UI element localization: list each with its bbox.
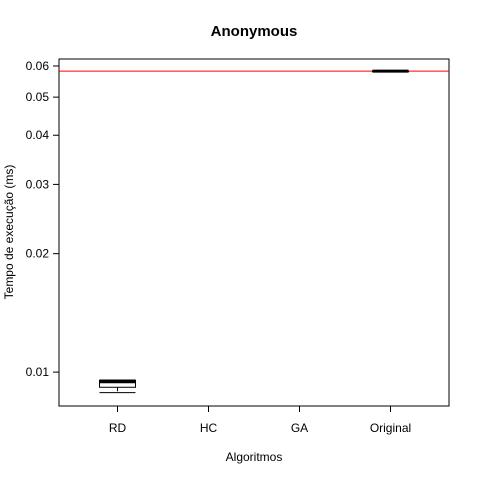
y-axis-label: Tempo de execução (ms) <box>2 165 16 300</box>
y-tick-label: 0.01 <box>26 365 50 379</box>
y-tick-label: 0.03 <box>26 177 50 191</box>
chart-title: Anonymous <box>211 23 298 40</box>
x-tick-label: HC <box>200 421 218 435</box>
y-tick-label: 0.02 <box>26 247 50 261</box>
x-tick-label: Original <box>370 421 411 435</box>
x-tick-label: RD <box>109 421 127 435</box>
boxes-layer <box>99 69 409 394</box>
y-axis: 0.01 0.02 0.03 0.04 0.05 0.06 <box>26 59 59 379</box>
y-tick-label: 0.05 <box>26 90 50 104</box>
plot-area <box>58 58 450 407</box>
x-axis-label: Algoritmos <box>226 450 283 464</box>
y-tick-label: 0.06 <box>26 59 50 73</box>
x-tick-label: GA <box>291 421 308 435</box>
y-tick-label: 0.04 <box>26 128 50 142</box>
x-axis: RD HC GA Original <box>109 406 411 435</box>
